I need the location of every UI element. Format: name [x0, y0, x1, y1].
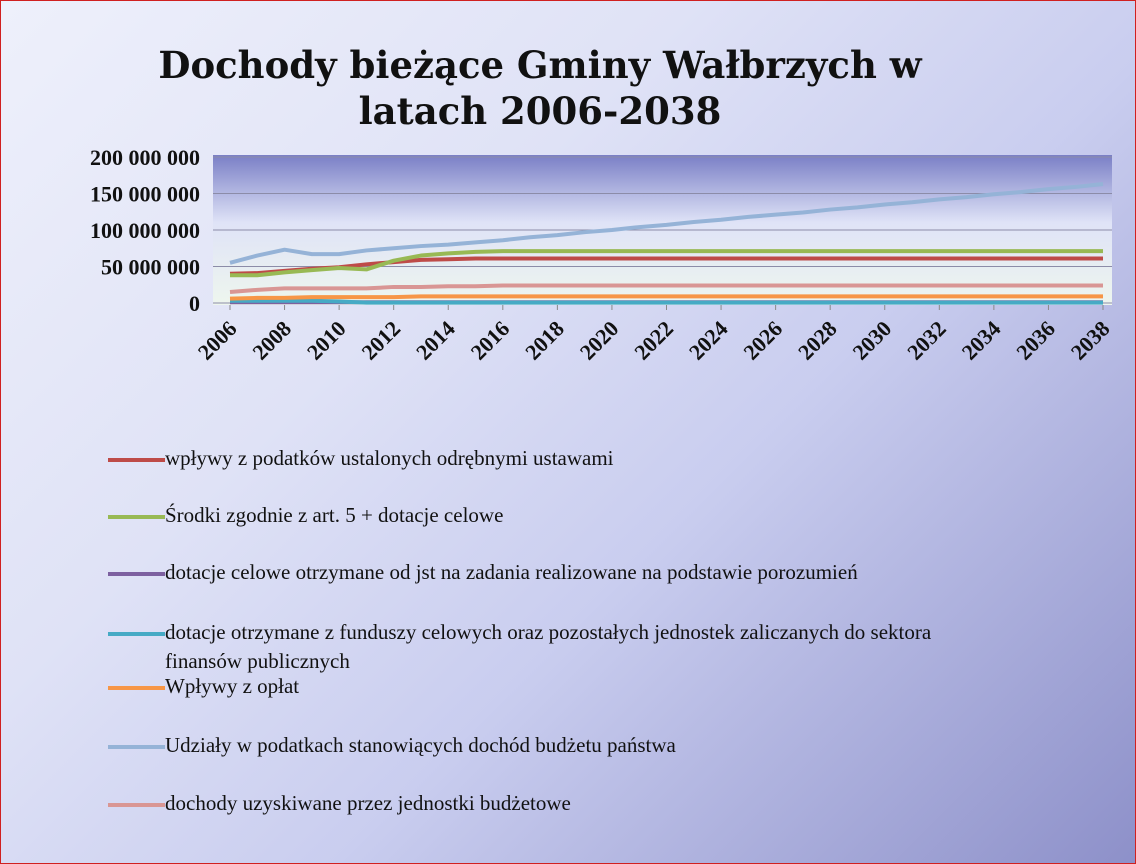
series-line: [229, 256, 1103, 276]
legend-swatch: [108, 745, 165, 749]
x-tick-label: 2036: [1011, 316, 1060, 365]
series-line: [229, 294, 1103, 301]
x-tick-label: 2030: [847, 316, 896, 365]
y-tick-label: 150 000 000: [90, 182, 200, 207]
legend-label: dotacje celowe otrzymane od jst na zadan…: [165, 560, 858, 584]
legend-item: dotacje otrzymane z funduszy celowych or…: [108, 618, 985, 676]
x-tick-label: 2012: [356, 316, 405, 365]
legend-label: Udziały w podatkach stanowiących dochód …: [165, 733, 676, 757]
x-tick-label: 2018: [520, 316, 569, 365]
legend-swatch: [108, 572, 165, 576]
legend-item: wpływy z podatków ustalonych odrębnymi u…: [108, 444, 985, 473]
x-tick-label: 2014: [411, 316, 460, 365]
y-tick-label: 50 000 000: [101, 255, 200, 280]
legend-label: Środki zgodnie z art. 5 + dotacje celowe: [165, 503, 504, 527]
legend-item: dotacje celowe otrzymane od jst na zadan…: [108, 558, 985, 587]
legend-swatch: [108, 686, 165, 690]
y-tick-label: 200 000 000: [90, 145, 200, 170]
series-line: [230, 298, 1103, 305]
legend-item: Wpływy z opłat: [108, 672, 985, 701]
y-tick-label: 0: [189, 291, 200, 316]
x-tick-label: 2028: [793, 316, 842, 365]
legend-swatch: [108, 515, 165, 519]
legend-item: Środki zgodnie z art. 5 + dotacje celowe: [108, 501, 985, 530]
x-tick-label: 2026: [738, 316, 787, 365]
series-line: [229, 182, 1104, 265]
x-tick-label: 2008: [247, 316, 296, 365]
legend-label: dotacje otrzymane z funduszy celowych or…: [165, 620, 932, 673]
x-tick-label: 2022: [629, 316, 678, 365]
x-tick-label: 2016: [466, 316, 515, 365]
legend-label: dochody uzyskiwane przez jednostki budże…: [165, 791, 571, 815]
legend-swatch: [108, 458, 165, 462]
x-tick-label: 2010: [302, 316, 351, 365]
x-tick-label: 2024: [684, 316, 733, 365]
legend-swatch: [108, 632, 165, 636]
y-tick-label: 100 000 000: [90, 218, 200, 243]
series-line: [229, 283, 1103, 295]
chart-title: Dochody bieżące Gminy Wałbrzych w latach…: [158, 43, 922, 133]
legend-item: dochody uzyskiwane przez jednostki budże…: [108, 789, 985, 818]
legend-label: wpływy z podatków ustalonych odrębnymi u…: [165, 446, 614, 470]
x-tick-label: 2038: [1066, 316, 1115, 365]
x-tick-label: 2006: [193, 316, 242, 365]
x-tick-label: 2034: [957, 316, 1006, 365]
x-tick-label: 2032: [902, 316, 951, 365]
series-line: [230, 249, 1103, 278]
legend-item: Udziały w podatkach stanowiących dochód …: [108, 731, 985, 760]
x-tick-label: 2020: [575, 316, 624, 365]
legend-swatch: [108, 803, 165, 807]
legend-label: Wpływy z opłat: [165, 674, 300, 698]
